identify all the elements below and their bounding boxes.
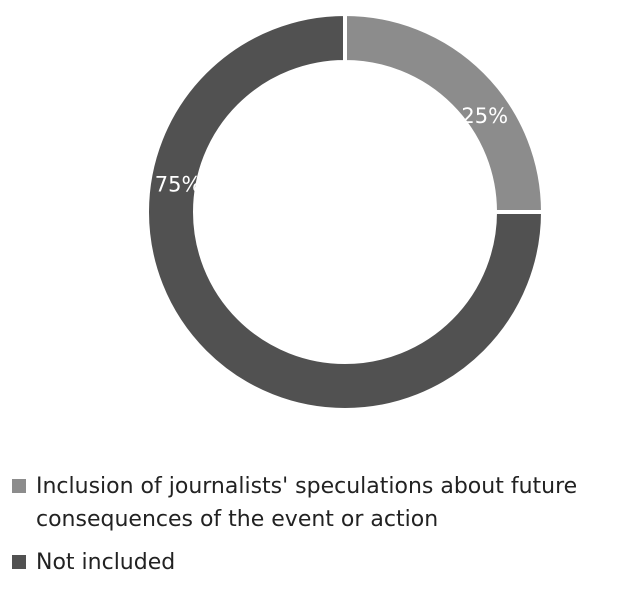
legend-swatch-inclusion [12, 479, 26, 493]
legend-item-inclusion: Inclusion of journalists' speculations a… [12, 470, 632, 536]
donut-slice-inclusion [343, 11, 546, 214]
legend-swatch-not-included [12, 555, 26, 569]
legend-item-not-included: Not included [12, 546, 632, 579]
donut-slice-not-included [145, 11, 546, 412]
legend-label-inclusion: Inclusion of journalists' speculations a… [36, 474, 578, 532]
legend-label-not-included: Not included [36, 550, 176, 575]
slice-label-not-included: 75% [155, 173, 202, 197]
donut-chart: 25% 75% [145, 11, 546, 412]
slice-label-inclusion: 25% [461, 104, 508, 128]
legend: Inclusion of journalists' speculations a… [12, 470, 632, 589]
